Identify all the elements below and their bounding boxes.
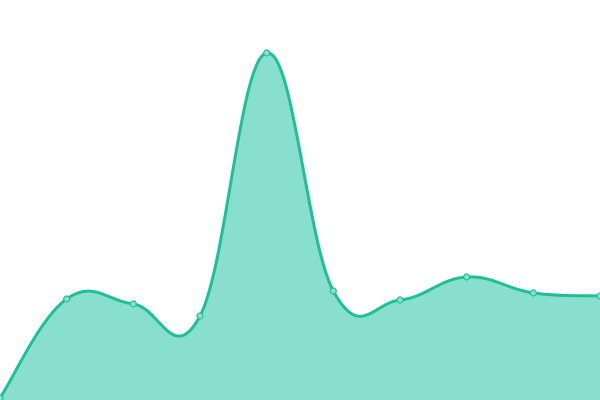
data-markers	[0, 49, 600, 400]
data-point-4	[263, 49, 271, 57]
data-point-7	[463, 273, 471, 281]
data-point-3	[196, 312, 204, 320]
data-point-0	[0, 394, 4, 400]
area-fill	[0, 52, 600, 400]
data-point-5	[329, 287, 337, 295]
data-point-6	[396, 296, 404, 304]
data-point-2	[129, 300, 137, 308]
data-point-9	[596, 292, 600, 300]
data-point-1	[63, 295, 71, 303]
data-point-8	[529, 289, 537, 297]
